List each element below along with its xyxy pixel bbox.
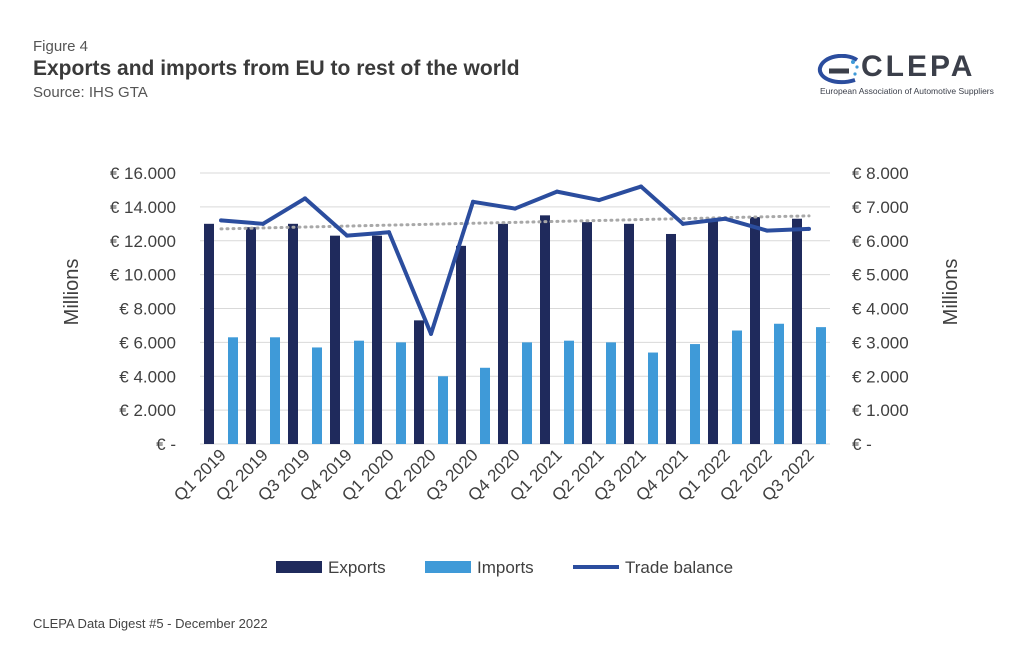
bar-exports [414,320,424,444]
bar-exports [498,223,508,444]
clepa-logo: CLEPA European Association of Automotive… [815,50,994,98]
y-left-tick-label: € 2.000 [119,401,176,420]
bar-exports [792,218,802,444]
bar-exports [246,227,256,444]
trade-balance-point [261,221,265,226]
figure-label: Figure 4 [33,38,89,55]
trade-balance-point [597,198,601,203]
clepa-logo-mark-icon [817,54,859,85]
legend-swatch-imports [425,561,471,573]
y-left-tick-label: € 14.000 [110,198,176,217]
bar-imports [522,342,532,444]
legend-label: Trade balance [625,558,733,577]
y-left-tick-label: € 12.000 [110,232,176,251]
trade-balance-point [513,206,517,211]
y-axis-right-ticks: € - € 1.000 € 2.000 € 3.000 € 4.000 € 5.000 € … [852,164,909,454]
legend-swatch-exports [276,561,322,573]
bar-exports [624,223,634,444]
bar-imports [480,367,490,444]
bar-imports [354,340,364,444]
bar-imports [228,337,238,444]
trade-balance-point [765,228,769,233]
bar-imports [816,327,826,444]
y-right-tick-label: € - [852,435,872,454]
y-left-tick-label: € 16.000 [110,164,176,183]
y-right-tick-label: € 2.000 [852,367,909,386]
logo-wordmark: CLEPA [861,50,976,83]
legend-label: Exports [328,558,386,577]
y-left-tick-label: € 8.000 [119,300,176,319]
bar-imports [690,344,700,444]
y-left-tick-label: € 4.000 [119,367,176,386]
trade-balance-point [681,221,685,226]
y-left-tick-label: € - [156,435,176,454]
y-right-tick-label: € 1.000 [852,401,909,420]
chart-bars [204,215,826,444]
trade-balance-point [639,184,643,189]
chart-trade-balance-line [219,184,811,336]
footer-text: CLEPA Data Digest #5 - December 2022 [33,616,268,631]
bar-exports [204,223,214,444]
bar-imports [774,323,784,444]
bar-exports [750,217,760,444]
trade-balance-point [555,189,559,194]
y-left-tick-label: € 6.000 [119,333,176,352]
bar-exports [582,222,592,444]
bar-imports [438,376,448,444]
chart-trendline [219,214,811,231]
y-right-tick-label: € 8.000 [852,164,909,183]
chart-legend: Exports Imports Trade balance [276,558,733,577]
bar-imports [732,330,742,444]
y-right-tick-label: € 7.000 [852,198,909,217]
y-right-tick-label: € 6.000 [852,232,909,251]
trade-balance-point [219,218,223,223]
trade-balance-point [723,216,727,221]
bar-imports [648,352,658,444]
bar-exports [372,235,382,444]
trade-balance-point [429,331,433,336]
bar-exports [456,245,466,444]
trade-balance-point [387,230,391,235]
trade-balance-point [807,226,811,231]
y-axis-right-title: Millions [940,259,962,326]
chart-source: Source: IHS GTA [33,84,148,101]
y-right-tick-label: € 3.000 [852,333,909,352]
legend-label: Imports [477,558,534,577]
bar-exports [708,218,718,444]
y-left-tick-label: € 10.000 [110,266,176,285]
trade-balance-trendline [219,214,811,231]
bar-exports [540,215,550,444]
bar-imports [396,342,406,444]
bar-imports [270,337,280,444]
chart-title: Exports and imports from EU to rest of t… [33,57,520,80]
bar-exports [288,223,298,444]
bar-imports [606,342,616,444]
y-right-tick-label: € 5.000 [852,266,909,285]
bar-exports [666,233,676,444]
bar-imports [312,347,322,444]
trade-balance-point [345,233,349,238]
logo-subtitle: European Association of Automotive Suppl… [820,86,994,96]
trade-balance-point [471,199,475,204]
trade-balance-point [303,196,307,201]
y-axis-left-title: Millions [61,259,83,326]
bar-exports [330,235,340,444]
y-right-tick-label: € 4.000 [852,300,909,319]
bar-imports [564,340,574,444]
y-axis-left-ticks: € - € 2.000 € 4.000 € 6.000 € 8.000 € 10.000 €… [110,164,176,454]
